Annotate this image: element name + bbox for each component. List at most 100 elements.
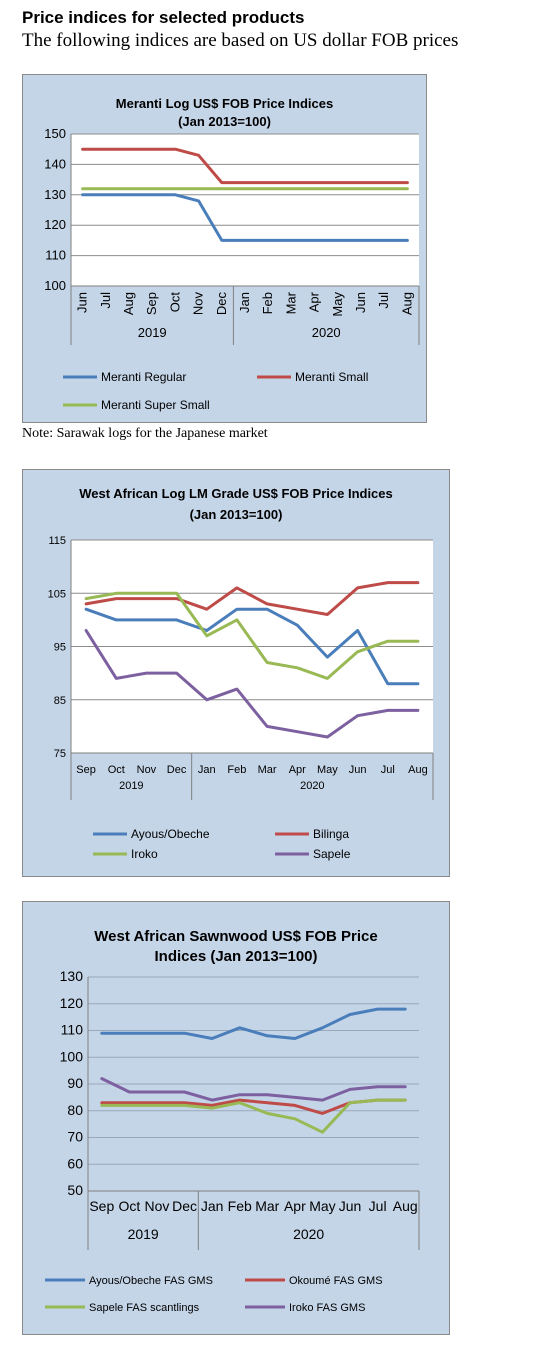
x-tick-label: Dec <box>172 1198 197 1214</box>
legend-label: Meranti Regular <box>101 370 186 384</box>
chart-subtitle: (Jan 2013=100) <box>178 114 271 129</box>
series-line <box>81 193 409 242</box>
chart-subtitle: Indices (Jan 2013=100) <box>154 948 317 965</box>
series-line <box>100 1007 407 1040</box>
year-label: 2019 <box>119 780 143 792</box>
x-tick-label: Sep <box>144 292 159 315</box>
x-tick-label: Oct <box>108 764 125 776</box>
year-label: 2020 <box>312 325 341 340</box>
legend-label: Okoumé FAS GMS <box>289 1275 383 1287</box>
x-tick-label: Mar <box>258 764 277 776</box>
y-tick-label: 130 <box>44 187 66 202</box>
plot-area <box>71 134 419 286</box>
series-line <box>84 607 420 686</box>
x-tick-label: Oct <box>118 1198 140 1214</box>
y-tick-label: 105 <box>48 588 66 600</box>
series-line <box>100 1077 407 1102</box>
x-tick-label: Aug <box>393 1198 418 1214</box>
y-tick-label: 75 <box>54 748 66 760</box>
x-tick-label: Feb <box>260 292 275 314</box>
x-tick-label: May <box>317 764 338 776</box>
x-tick-label: Jul <box>376 292 391 309</box>
year-label: 2020 <box>293 1226 324 1242</box>
x-tick-label: Jul <box>381 764 395 776</box>
y-tick-label: 80 <box>67 1102 83 1118</box>
chart-title: West African Sawnwood US$ FOB Price <box>94 928 377 945</box>
chart-note: Note: Sarawak logs for the Japanese mark… <box>22 426 268 441</box>
year-label: 2019 <box>128 1226 159 1242</box>
x-tick-label: Apr <box>289 764 306 776</box>
x-tick-label: Sep <box>76 764 96 776</box>
chart-panel-west-african-log: West African Log LM Grade US$ FOB Price … <box>22 469 450 877</box>
chart-subtitle: (Jan 2013=100) <box>190 507 283 522</box>
x-tick-label: Jul <box>98 292 113 309</box>
x-tick-label: Nov <box>145 1198 170 1214</box>
x-tick-label: Oct <box>167 292 182 313</box>
y-tick-label: 90 <box>67 1075 83 1091</box>
series-line <box>81 147 409 185</box>
y-tick-label: 110 <box>61 1022 84 1038</box>
y-tick-label: 110 <box>45 248 66 263</box>
chart-west-african-log: West African Log LM Grade US$ FOB Price … <box>48 486 434 861</box>
y-tick-label: 70 <box>67 1129 83 1145</box>
legend-label: Iroko <box>131 847 158 861</box>
x-tick-label: Aug <box>408 764 428 776</box>
series-line <box>84 591 420 680</box>
x-tick-label: Mar <box>283 291 298 314</box>
legend-label: Iroko FAS GMS <box>289 1302 365 1314</box>
chart-panel-meranti: Meranti Log US$ FOB Price Indices (Jan 20… <box>22 74 427 423</box>
legend-label: Meranti Small <box>295 370 368 384</box>
x-tick-label: May <box>330 292 345 317</box>
x-tick-label: Aug <box>121 292 136 315</box>
x-tick-label: Feb <box>227 764 246 776</box>
page-heading: Price indices for selected products <box>22 8 305 27</box>
y-tick-label: 140 <box>44 156 66 171</box>
x-tick-label: Apr <box>307 291 322 312</box>
legend-label: Bilinga <box>313 827 349 841</box>
legend-label: Ayous/Obeche <box>131 827 210 841</box>
x-tick-label: Jan <box>198 764 216 776</box>
x-tick-label: Nov <box>191 292 206 316</box>
x-tick-label: Mar <box>255 1198 279 1214</box>
series-line <box>100 1098 407 1134</box>
y-tick-label: 100 <box>60 1048 84 1064</box>
y-tick-label: 150 <box>44 126 66 141</box>
x-tick-label: Jun <box>75 292 90 313</box>
x-tick-label: Nov <box>137 764 157 776</box>
legend-label: Sapele <box>313 847 351 861</box>
legend-label: Ayous/Obeche FAS GMS <box>89 1275 213 1287</box>
series-line <box>84 629 420 739</box>
x-tick-label: Jun <box>349 764 367 776</box>
series-line <box>84 581 420 616</box>
page-subheading: The following indices are based on US do… <box>22 30 459 51</box>
y-tick-label: 50 <box>67 1182 83 1198</box>
x-tick-label: Apr <box>284 1198 306 1214</box>
y-tick-label: 120 <box>44 217 66 232</box>
chart-title: West African Log LM Grade US$ FOB Price … <box>79 486 393 501</box>
legend-label: Sapele FAS scantlings <box>89 1302 200 1314</box>
chart-west-african-sawnwood: West African Sawnwood US$ FOB Price Indic… <box>45 928 420 1314</box>
y-tick-label: 130 <box>60 968 84 984</box>
x-tick-label: Jan <box>237 292 252 313</box>
y-tick-label: 95 <box>54 642 66 654</box>
x-tick-label: Jun <box>353 292 368 313</box>
x-tick-label: Jun <box>339 1198 362 1214</box>
y-tick-label: 85 <box>54 695 66 707</box>
x-tick-label: Feb <box>228 1198 252 1214</box>
y-tick-label: 100 <box>44 278 66 293</box>
legend-label: Meranti Super Small <box>101 398 210 412</box>
x-tick-label: Aug <box>399 292 414 315</box>
y-tick-label: 115 <box>48 535 66 547</box>
chart-meranti: Meranti Log US$ FOB Price Indices (Jan 20… <box>44 96 420 412</box>
chart-title: Meranti Log US$ FOB Price Indices <box>116 96 333 111</box>
x-tick-label: Jul <box>369 1198 387 1214</box>
x-tick-label: May <box>309 1198 335 1214</box>
x-tick-label: Dec <box>214 292 229 316</box>
x-tick-label: Dec <box>167 764 187 776</box>
y-tick-label: 120 <box>60 995 84 1011</box>
year-label: 2020 <box>300 780 324 792</box>
y-tick-label: 60 <box>67 1155 83 1171</box>
x-tick-label: Jan <box>201 1198 224 1214</box>
x-tick-label: Sep <box>89 1198 114 1214</box>
chart-panel-west-african-sawnwood: West African Sawnwood US$ FOB Price Indic… <box>22 901 450 1335</box>
